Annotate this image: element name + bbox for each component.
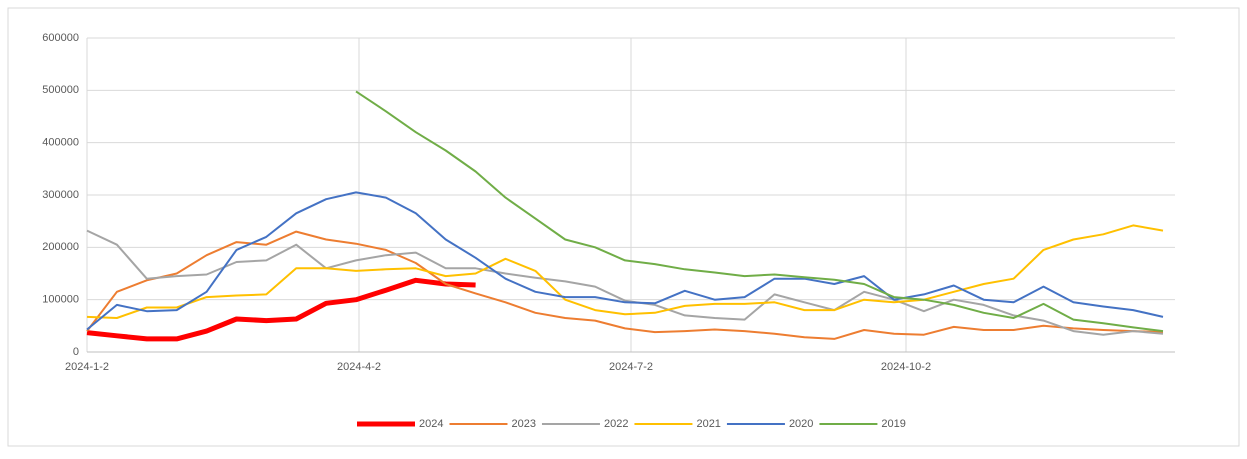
y-tick-label: 400000: [42, 137, 79, 149]
series-line: [86, 229, 1164, 336]
chart-frame: [7, 7, 1240, 447]
series-line: [86, 230, 1164, 340]
legend-label: 2020: [789, 418, 813, 430]
legend-label: 2022: [604, 418, 628, 430]
legend-label: 2021: [696, 418, 720, 430]
y-tick-label: 300000: [42, 189, 79, 201]
y-tick-label: 0: [73, 346, 79, 358]
x-tick-label: 2024-7-2: [609, 361, 653, 373]
y-tick-label: 600000: [42, 32, 79, 44]
legend-label: 2019: [881, 418, 905, 430]
series-line: [86, 224, 1164, 319]
x-tick-label: 2024-4-2: [337, 361, 381, 373]
legend-label: 2024: [419, 418, 443, 430]
y-tick-label: 500000: [42, 84, 79, 96]
x-tick-label: 2024-10-2: [881, 361, 931, 373]
x-tick-label: 2024-1-2: [65, 361, 109, 373]
series-line: [86, 191, 1164, 331]
legend-label: 2023: [511, 418, 535, 430]
y-tick-label: 100000: [42, 294, 79, 306]
series-line: [355, 90, 1164, 333]
y-tick-label: 200000: [42, 241, 79, 253]
series-line: [86, 277, 476, 342]
